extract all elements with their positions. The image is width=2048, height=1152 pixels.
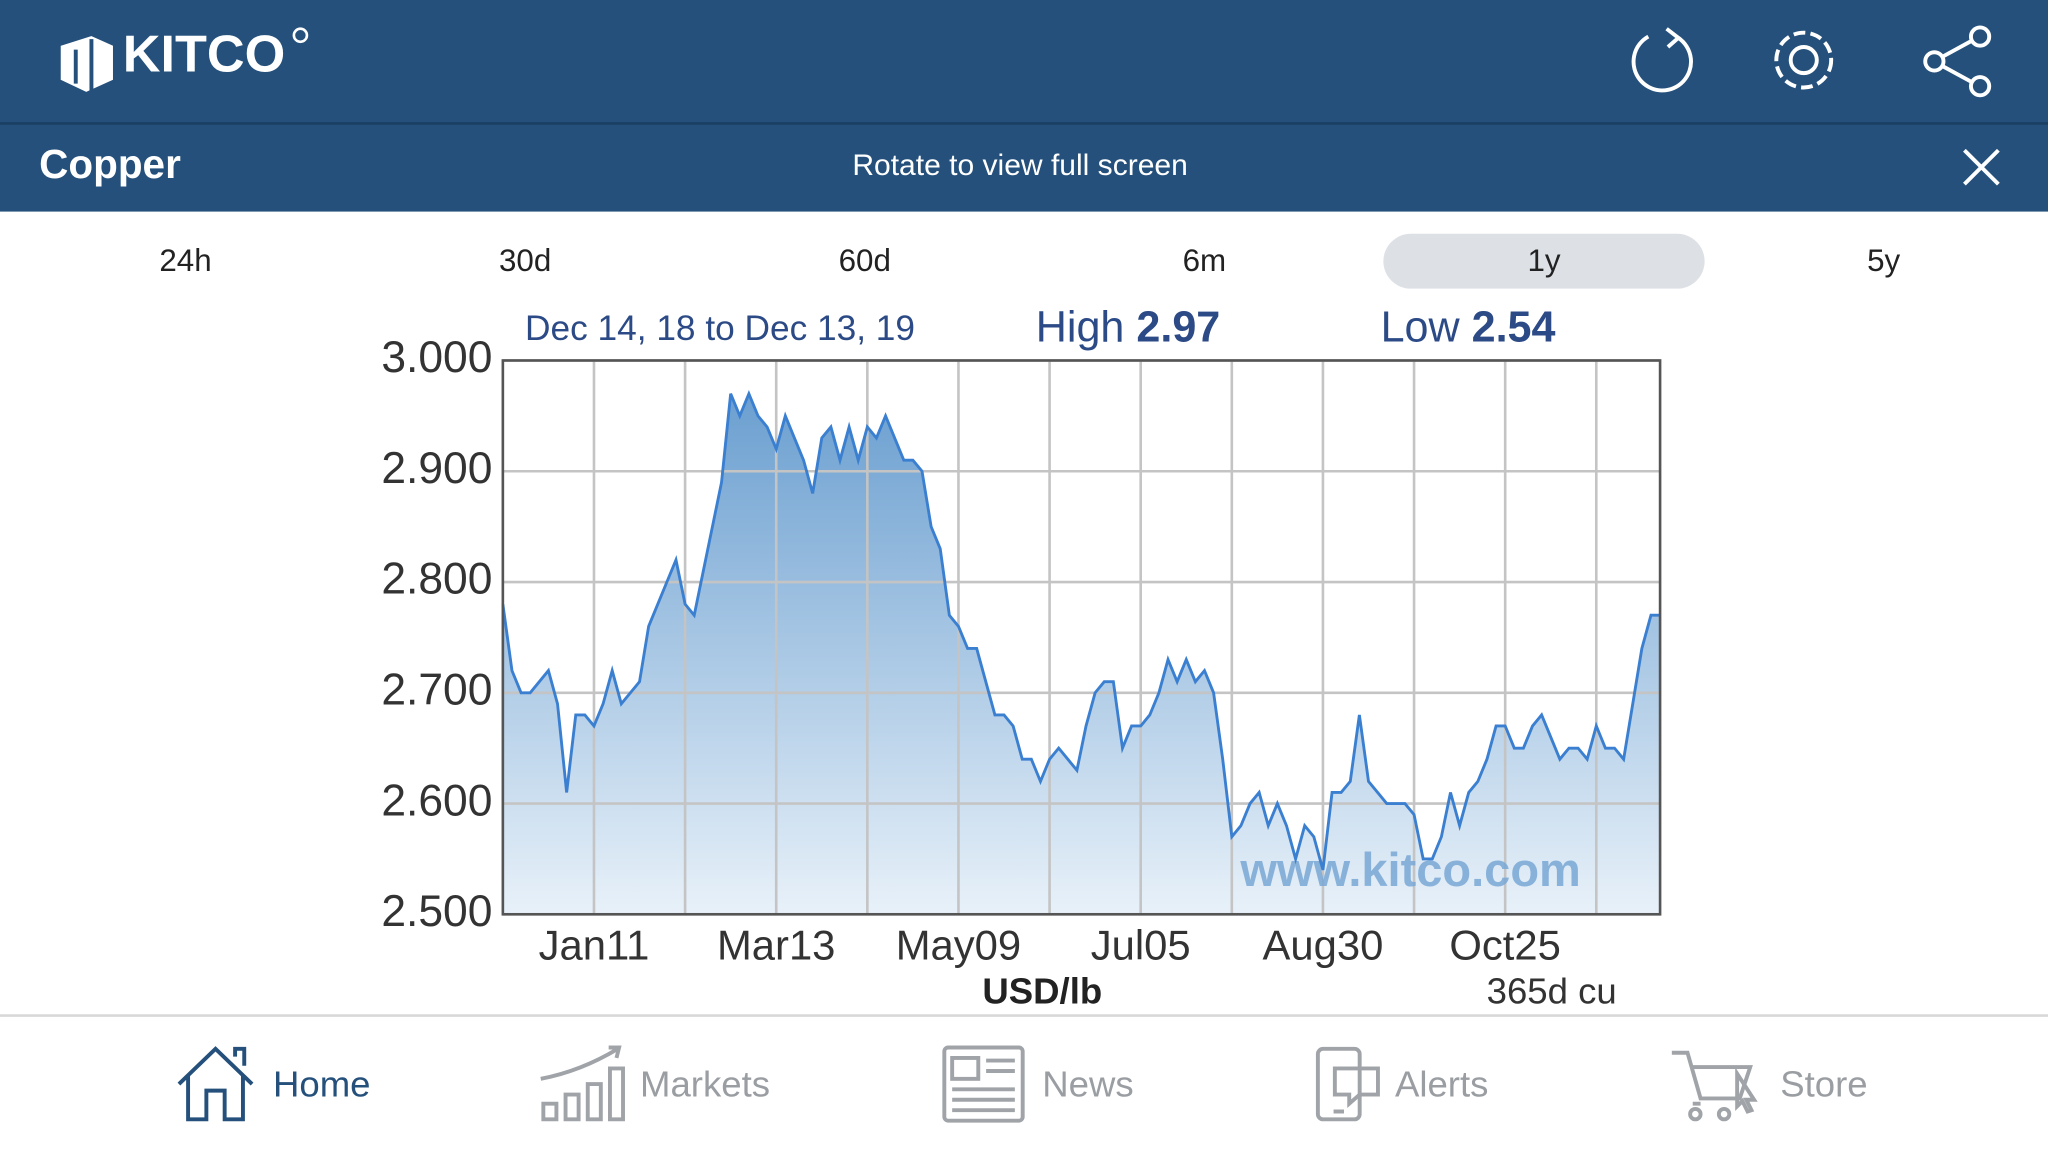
y-tick-label: 2.500 [381,887,492,936]
nav-item[interactable]: News [1042,1063,1133,1104]
alerts-icon [1315,1046,1380,1122]
registered-mark [292,27,309,44]
x-tick-label: Jan11 [539,921,650,968]
nav-item[interactable]: Store [1780,1063,1867,1104]
tab[interactable]: 5y [1867,243,1900,278]
tab[interactable]: 30d [499,243,551,278]
logo-icon [56,31,117,97]
watermark: www.kitco.com [1239,843,1581,896]
high: High 2.97 [1036,304,1221,352]
sub-bar [0,122,2048,212]
high-value: 2.97 [1136,304,1220,352]
close-button[interactable] [1963,148,2000,186]
tab[interactable]: 24h [159,243,211,278]
tab[interactable]: 60d [839,243,891,278]
price-line [501,389,1661,871]
share-button[interactable] [1923,25,1992,98]
nav-item[interactable]: Markets [640,1063,770,1104]
settings-button[interactable] [1774,30,1834,90]
store-icon [1671,1050,1758,1122]
y-tick-label: 2.600 [381,776,492,825]
nav-item[interactable]: Alerts [1395,1063,1488,1104]
tab[interactable]: 1y [1527,243,1560,278]
x-tick-label: Mar13 [717,921,835,968]
area-fill [502,393,1661,915]
y-tick-label: 2.800 [381,555,492,604]
logo[interactable]: KITCO [123,25,286,83]
home-icon [177,1046,254,1122]
low-label: Low [1381,304,1461,352]
period: Dec 14, 18 to Dec 13, 19 [525,309,915,348]
nav-item[interactable]: Home [273,1063,371,1104]
low-value: 2.54 [1472,304,1556,352]
chart-note: 365d cu [1487,971,1617,1012]
markets-icon [540,1045,625,1122]
top-bar [0,0,2048,123]
plot-border [501,359,1662,916]
x-tick-label: Jul05 [1091,921,1191,968]
y-tick-label: 3.000 [381,333,492,382]
x-axis-label: USD/lb [982,971,1102,1012]
x-tick-label: Aug30 [1263,921,1384,968]
rotate-hint: Rotate to view full screen [852,149,1188,182]
x-tick-label: Oct25 [1449,921,1560,968]
tab-selected-bg [1383,233,1705,289]
tab[interactable]: 6m [1183,243,1227,278]
y-tick-label: 2.900 [381,444,492,493]
high-label: High [1036,304,1125,352]
x-tick-label: May09 [896,921,1021,968]
refresh-button[interactable] [1631,27,1693,93]
news-icon [942,1045,1025,1123]
low: Low 2.54 [1381,304,1556,352]
y-tick-label: 2.700 [381,666,492,715]
instrument-title: Copper [39,141,181,187]
